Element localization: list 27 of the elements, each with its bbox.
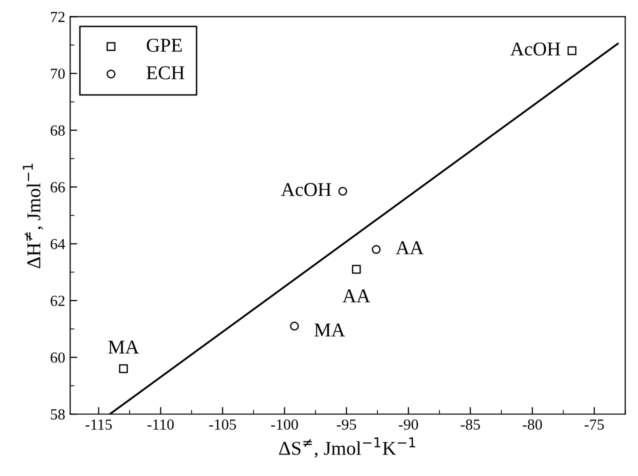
y-tick-label: 58 xyxy=(50,409,65,420)
y-tick-label: 60 xyxy=(50,352,65,363)
y-tick-label: 62 xyxy=(50,296,64,306)
annotation: MA xyxy=(314,324,346,336)
y-tick-label: 64 xyxy=(50,238,66,250)
y-tick-label: 72 xyxy=(51,12,64,22)
y-tick-label: 68 xyxy=(50,125,65,136)
x-axis-title: ΔS$^{≠}$, Jmol$^{−1}$K$^{−1}$ xyxy=(279,437,416,458)
annotation: AA xyxy=(396,241,424,254)
x-tick-label: -105 xyxy=(209,419,236,430)
legend-label: ECH xyxy=(146,66,184,80)
x-tick-label: -85 xyxy=(460,419,480,430)
annotation: AcOH xyxy=(510,42,560,56)
x-tick-label: -90 xyxy=(398,419,418,430)
y-axis-title: ΔH$^{≠}$, Jmol$^{−1}$ xyxy=(22,164,44,268)
x-tick-label: -95 xyxy=(336,419,356,430)
annotation: AcOH xyxy=(281,183,332,196)
y-tick-label: 70 xyxy=(51,68,65,79)
x-tick-label: -110 xyxy=(147,419,174,430)
legend-label: GPE xyxy=(146,38,182,52)
x-tick-label: -100 xyxy=(271,419,298,430)
x-tick-label: -80 xyxy=(522,419,542,430)
x-tick-label: -75 xyxy=(584,420,604,430)
x-tick-label: -115 xyxy=(86,419,112,430)
annotation: AA xyxy=(342,289,370,302)
y-tick-label: 66 xyxy=(50,182,65,192)
annotation: MA xyxy=(108,340,139,354)
